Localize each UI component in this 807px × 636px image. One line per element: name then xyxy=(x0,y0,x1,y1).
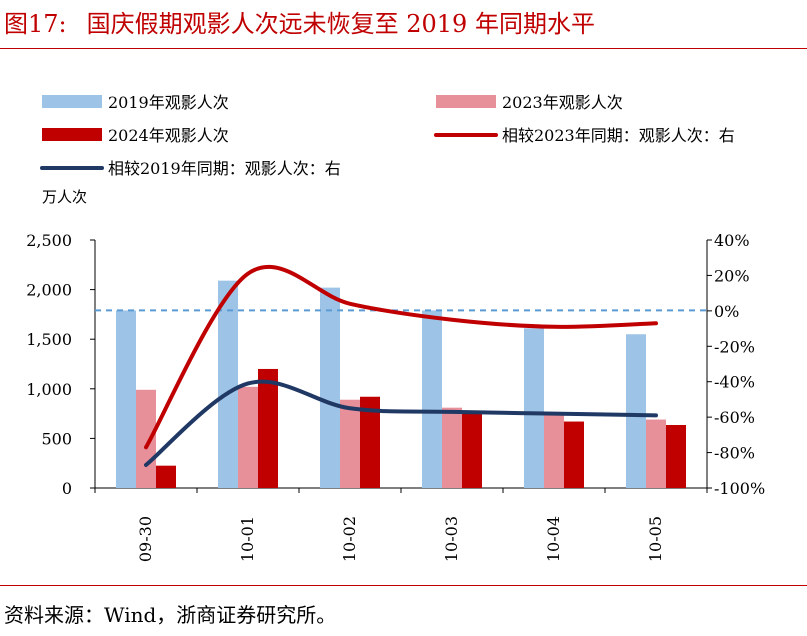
legend: 2019年观影人次 2023年观影人次 2024年观影人次 相较2023年同期：观影人… xyxy=(40,93,735,178)
y-left-unit: 万人次 xyxy=(42,188,87,206)
bar xyxy=(524,328,544,488)
title-rule xyxy=(0,48,807,49)
y-right-tick-label: -60% xyxy=(714,408,755,427)
bar xyxy=(116,310,136,488)
legend-label: 2023年观影人次 xyxy=(502,93,623,112)
x-tick-label: 10-04 xyxy=(544,516,563,562)
bar xyxy=(422,310,442,488)
figure-title: 图17: 国庆假期观影人次远未恢复至 2019 年同期水平 xyxy=(4,4,595,39)
legend-swatch xyxy=(42,128,102,141)
bar xyxy=(340,399,360,488)
chart: 2019年观影人次 2023年观影人次 2024年观影人次 相较2023年同期：观影人… xyxy=(26,93,765,562)
y-left-tick-label: 2,000 xyxy=(26,281,72,300)
legend-label: 相较2023年同期：观影人次：右 xyxy=(502,126,735,145)
y-right-tick-label: 40% xyxy=(714,231,750,250)
y-left-tick-label: 2,500 xyxy=(26,231,72,250)
bar xyxy=(258,368,278,488)
x-tick-label: 09-30 xyxy=(136,516,155,562)
axes: 0 500 1,000 1,500 2,000 2,500 -100% -80% -60% -40… xyxy=(26,231,765,562)
x-tick-label: 10-03 xyxy=(442,516,461,562)
x-tick-label: 10-05 xyxy=(646,516,665,562)
bar xyxy=(626,334,646,488)
x-tick-label: 10-02 xyxy=(340,516,359,562)
bar xyxy=(544,414,564,488)
bar xyxy=(646,419,666,488)
x-tick-label: 10-01 xyxy=(238,516,257,562)
y-right-tick-label: 20% xyxy=(714,266,750,285)
bar xyxy=(442,407,462,488)
legend-label: 2019年观影人次 xyxy=(108,93,229,112)
bars xyxy=(116,280,686,488)
bar xyxy=(238,386,258,488)
bar xyxy=(156,465,176,488)
lines xyxy=(144,265,658,467)
figure-number: 图17: xyxy=(4,10,67,38)
bar xyxy=(360,396,380,488)
bar xyxy=(136,389,156,488)
source-rule xyxy=(0,585,807,586)
y-left-tick-label: 0 xyxy=(62,479,72,498)
bar xyxy=(462,412,482,488)
y-left-tick-label: 500 xyxy=(41,429,72,448)
line-vs-2019 xyxy=(144,379,658,467)
legend-swatch xyxy=(42,95,102,108)
bar xyxy=(564,421,584,488)
y-right-tick-label: -40% xyxy=(714,373,755,392)
y-left-tick-label: 1,000 xyxy=(26,380,72,399)
line-vs-2023 xyxy=(144,265,658,450)
figure-title-text: 国庆假期观影人次远未恢复至 2019 年同期水平 xyxy=(86,10,595,38)
source-note: 资料来源：Wind，浙商证券研究所。 xyxy=(4,603,337,627)
legend-label: 相较2019年同期：观影人次：右 xyxy=(108,159,341,178)
y-right-tick-label: -80% xyxy=(714,444,755,463)
bar xyxy=(666,425,686,488)
y-left-tick-label: 1,500 xyxy=(26,330,72,349)
bar xyxy=(218,280,238,488)
y-right-tick-label: -100% xyxy=(714,479,765,498)
y-right-tick-label: 0% xyxy=(714,302,739,321)
legend-swatch xyxy=(436,95,496,108)
bar xyxy=(320,287,340,488)
y-right-tick-label: -20% xyxy=(714,337,755,356)
legend-label: 2024年观影人次 xyxy=(108,126,229,145)
